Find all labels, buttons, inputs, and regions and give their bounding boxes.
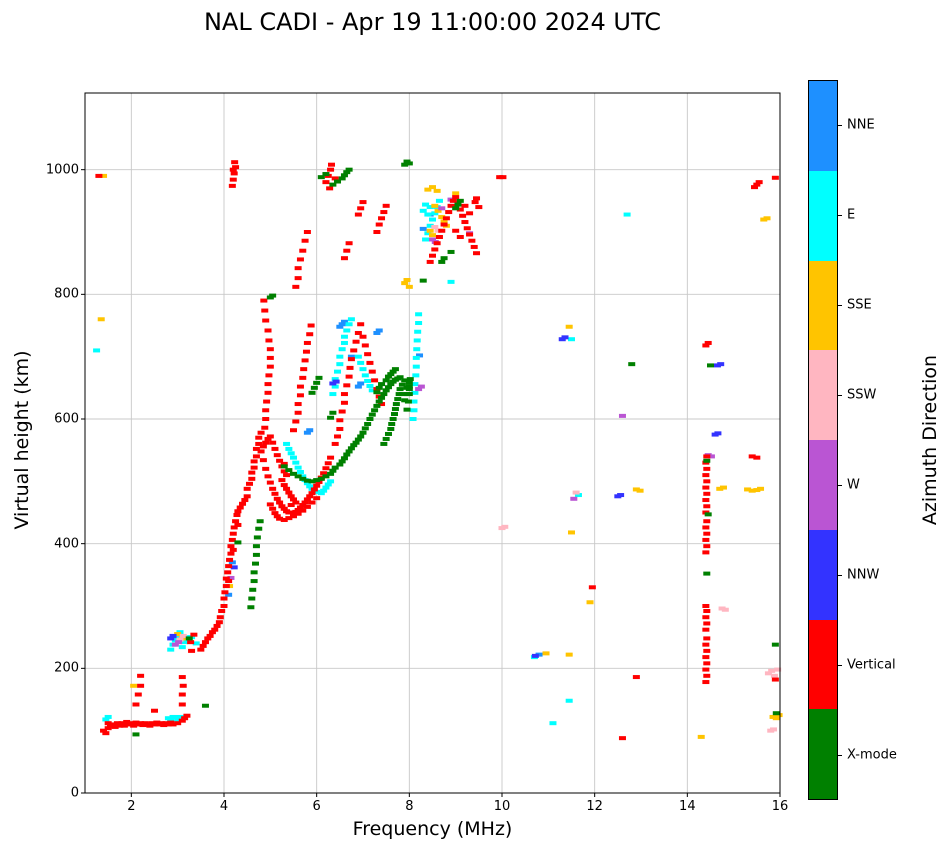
- x-tick-label: 12: [586, 799, 603, 814]
- colorbar-label-e: E: [847, 207, 856, 223]
- x-tick-label: 8: [405, 799, 414, 814]
- x-tick-label: 4: [219, 799, 229, 814]
- colorbar-segment-nnw: [809, 529, 837, 620]
- y-tick-label: 200: [54, 660, 79, 676]
- x-tick-label: 10: [493, 799, 511, 814]
- colorbar-tick: [838, 125, 842, 126]
- colorbar-tick: [838, 665, 842, 666]
- colorbar-tick: [838, 305, 842, 306]
- chart-title: NAL CADI - Apr 19 11:00:00 2024 UTC: [203, 8, 662, 36]
- series-ssw-points: [176, 225, 782, 733]
- colorbar-tick: [838, 215, 842, 216]
- x-tick-label: 14: [679, 799, 696, 814]
- colorbar-label-sse: SSE: [847, 297, 872, 313]
- x-tick-label: 6: [312, 799, 321, 814]
- series-vertical-points: [95, 160, 779, 741]
- colorbar-title: Azimuth Direction: [919, 354, 941, 526]
- grid-lines: [85, 93, 781, 793]
- colorbar-tick: [838, 755, 842, 756]
- colorbar-segment-e: [809, 170, 837, 261]
- y-tick-label: 1000: [45, 162, 79, 178]
- colorbar-segment-sse: [809, 260, 837, 351]
- colorbar-segment-w: [809, 440, 837, 530]
- colorbar: [808, 80, 838, 800]
- axis-ticks: [81, 169, 781, 797]
- colorbar-tick: [838, 485, 842, 486]
- y-axis-label: Virtual height (km): [11, 350, 33, 530]
- axes-frame: [84, 92, 781, 794]
- x-tick-label: 2: [127, 799, 136, 814]
- colorbar-label-w: W: [847, 477, 860, 493]
- colorbar-tick: [838, 395, 842, 396]
- colorbar-label-ssw: SSW: [847, 387, 877, 403]
- x-tick-label: 16: [771, 799, 789, 814]
- series-sse-points: [97, 173, 783, 739]
- colorbar-label-nne: NNE: [847, 117, 875, 133]
- colorbar-segment-nne: [809, 81, 837, 171]
- y-tick-label: 400: [54, 536, 79, 552]
- y-tick-label: 600: [54, 411, 79, 427]
- x-axis-label: Frequency (MHz): [352, 818, 513, 840]
- y-tick-label: 0: [70, 785, 79, 801]
- colorbar-tick: [838, 575, 842, 576]
- y-tick-label: 800: [54, 286, 79, 302]
- series-nnw-points: [167, 335, 725, 658]
- colorbar-segment-ssw: [809, 350, 837, 440]
- colorbar-segment-vertical: [809, 619, 837, 710]
- series-x-mode-points: [132, 159, 780, 737]
- colorbar-label-nnw: NNW: [847, 567, 880, 583]
- colorbar-label-x-mode: X-mode: [847, 747, 897, 763]
- colorbar-segment-x-mode: [809, 709, 837, 799]
- colorbar-label-vertical: Vertical: [847, 657, 896, 673]
